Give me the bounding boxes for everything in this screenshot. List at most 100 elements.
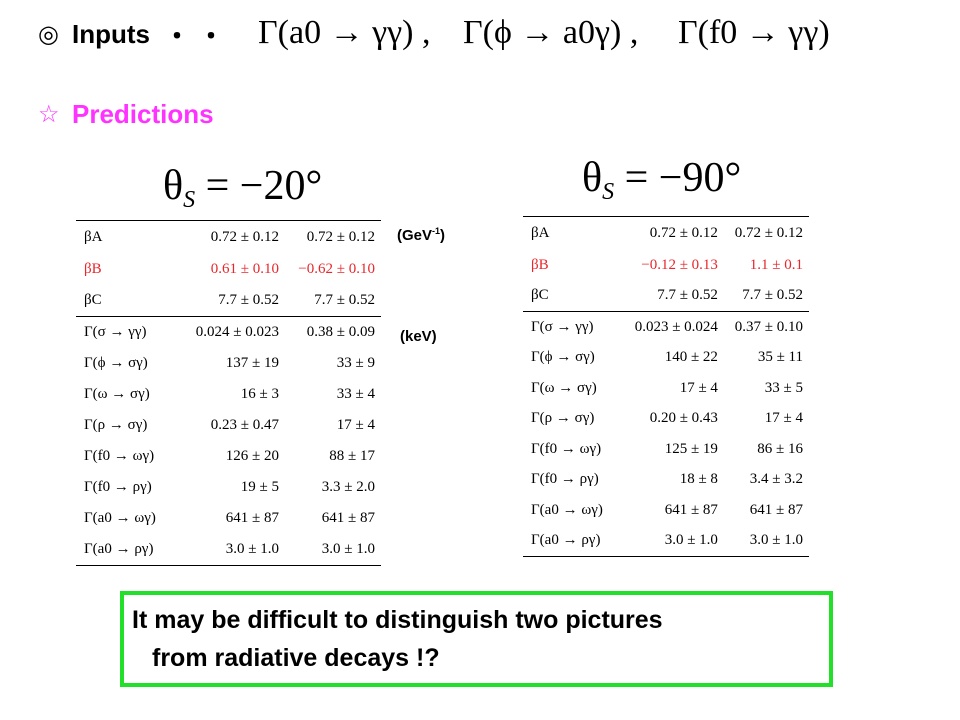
inputs-dots: ・・ xyxy=(164,20,233,51)
row-value-col1: 125 ± 19 xyxy=(664,440,718,457)
table-row: Γ(σ → γγ) 0.024 ± 0.023 0.38 ± 0.09 xyxy=(76,316,381,348)
table-row: βC 7.7 ± 0.52 7.7 ± 0.52 xyxy=(523,281,809,312)
theta-subscript: S xyxy=(183,187,196,213)
row-value-col2: 3.3 ± 2.0 xyxy=(321,479,375,495)
row-quantity: Γ(f0 → ργ) xyxy=(531,471,599,488)
row-value-col1: −0.12 ± 0.13 xyxy=(641,256,718,273)
row-value-col2: 88 ± 17 xyxy=(329,448,375,464)
unit-gev-text: (GeV xyxy=(397,227,433,244)
row-quantity: Γ(σ → γγ) xyxy=(523,311,623,343)
predictions-label: Predictions xyxy=(72,98,214,129)
row-value-col2: 7.7 ± 0.52 xyxy=(742,287,803,304)
row-value-col1: 18 ± 8 xyxy=(679,471,718,488)
row-value-col2: 0.37 ± 0.10 xyxy=(723,311,809,343)
table-row: Γ(f0 → ωγ) 126 ± 20 88 ± 17 xyxy=(76,441,381,472)
row-quantity: Γ(ρ → σγ) xyxy=(531,410,595,427)
conclusion-box: It may be difficult to distinguish two p… xyxy=(120,591,833,687)
row-quantity: βB xyxy=(531,256,549,273)
unit-label-kev: (keV) xyxy=(400,328,437,345)
table-row: Γ(a0 → ργ) 3.0 ± 1.0 3.0 ± 1.0 xyxy=(523,525,809,557)
table-row: βB 0.61 ± 0.10 −0.62 ± 0.10 xyxy=(76,254,381,285)
row-value-col1: 17 ± 4 xyxy=(679,379,718,396)
table-row: Γ(ω → σγ) 16 ± 3 33 ± 4 xyxy=(76,379,381,410)
row-quantity: Γ(ω → σγ) xyxy=(84,386,150,402)
row-value-col2: 33 ± 9 xyxy=(336,355,375,371)
row-quantity: Γ(ω → σγ) xyxy=(531,379,597,396)
row-value-col2: 7.7 ± 0.52 xyxy=(314,292,375,308)
row-value-col2: 641 ± 87 xyxy=(321,510,375,526)
row-value-col1: 0.024 ± 0.023 xyxy=(182,316,286,348)
theta-subscript: S xyxy=(602,179,615,205)
table-row: Γ(a0 → ωγ) 641 ± 87 641 ± 87 xyxy=(76,503,381,534)
row-value-col1: 7.7 ± 0.52 xyxy=(218,292,280,308)
row-quantity: βA xyxy=(523,216,623,250)
row-value-col1: 137 ± 19 xyxy=(225,355,280,371)
row-value-col1: 641 ± 87 xyxy=(225,510,280,526)
table-row: Γ(f0 → ωγ) 125 ± 19 86 ± 16 xyxy=(523,434,809,465)
theta-value: = −20° xyxy=(195,163,323,209)
row-value-col1: 126 ± 20 xyxy=(225,448,280,464)
row-quantity: βA xyxy=(76,220,182,254)
double-circle-icon: ◎ xyxy=(38,20,59,48)
unit-label-gev: (GeV-1) xyxy=(397,226,445,244)
input-formula-3: Γ(f0 → γγ) xyxy=(678,14,830,51)
row-value-col2: 3.4 ± 3.2 xyxy=(749,471,803,488)
table-row: Γ(ρ → σγ) 0.20 ± 0.43 17 ± 4 xyxy=(523,404,809,435)
input-formula-1: Γ(a0 → γγ) , xyxy=(258,14,431,51)
theta-value: = −90° xyxy=(614,155,742,201)
row-value-col1: 641 ± 87 xyxy=(664,501,718,518)
conclusion-line-2: from radiative decays !? xyxy=(152,644,440,672)
conclusion-line-1: It may be difficult to distinguish two p… xyxy=(132,606,663,634)
unit-gev-close: ) xyxy=(440,227,446,244)
table-row: Γ(f0 → ργ) 18 ± 8 3.4 ± 3.2 xyxy=(523,465,809,496)
row-value-col2: −0.62 ± 0.10 xyxy=(298,261,375,277)
row-quantity: Γ(f0 → ωγ) xyxy=(531,440,602,457)
row-quantity: βC xyxy=(84,292,102,308)
row-value-col2: 0.72 ± 0.12 xyxy=(723,216,809,250)
inputs-heading: ◎ Inputs ・・ xyxy=(38,14,232,54)
row-quantity: Γ(f0 → ωγ) xyxy=(84,448,155,464)
row-quantity: Γ(a0 → ργ) xyxy=(523,525,623,557)
row-value-col2: 0.38 ± 0.09 xyxy=(285,316,381,348)
row-value-col2: 3.0 ± 1.0 xyxy=(723,525,809,557)
row-quantity: Γ(a0 → ωγ) xyxy=(84,510,156,526)
row-value-col1: 0.61 ± 0.10 xyxy=(210,261,280,277)
row-value-col1: 3.0 ± 1.0 xyxy=(623,525,724,557)
row-value-col1: 0.023 ± 0.024 xyxy=(623,311,724,343)
row-value-col2: 17 ± 4 xyxy=(764,410,803,427)
row-value-col1: 0.23 ± 0.47 xyxy=(210,417,280,433)
table-row: Γ(σ → γγ) 0.023 ± 0.024 0.37 ± 0.10 xyxy=(523,311,809,343)
row-quantity: βC xyxy=(531,287,549,304)
predictions-table-right: βA 0.72 ± 0.12 0.72 ± 0.12 βB −0.12 ± 0.13 1.… xyxy=(523,216,809,557)
table-row: βA 0.72 ± 0.12 0.72 ± 0.12 xyxy=(523,216,809,250)
theta-heading-right: θS = −90° xyxy=(582,154,741,206)
row-value-col2: 35 ± 11 xyxy=(757,349,803,366)
row-value-col1: 0.72 ± 0.12 xyxy=(623,216,724,250)
table-row: Γ(a0 → ωγ) 641 ± 87 641 ± 87 xyxy=(523,495,809,526)
predictions-heading: ☆ Predictions xyxy=(38,96,214,132)
table-row: βA 0.72 ± 0.12 0.72 ± 0.12 xyxy=(76,220,381,254)
table-row: Γ(ω → σγ) 17 ± 4 33 ± 5 xyxy=(523,373,809,404)
row-value-col1: 140 ± 22 xyxy=(664,349,718,366)
table-row: βB −0.12 ± 0.13 1.1 ± 0.1 xyxy=(523,250,809,281)
row-quantity: Γ(ϕ → σγ) xyxy=(531,349,595,366)
row-value-col2: 33 ± 4 xyxy=(336,386,375,402)
row-value-col1: 0.20 ± 0.43 xyxy=(649,410,718,427)
row-quantity: Γ(a0 → ργ) xyxy=(76,534,182,566)
theta-heading-left: θS = −20° xyxy=(163,162,322,214)
row-quantity: βB xyxy=(84,261,102,277)
row-value-col1: 3.0 ± 1.0 xyxy=(182,534,286,566)
row-quantity: Γ(f0 → ργ) xyxy=(84,479,152,495)
row-value-col2: 17 ± 4 xyxy=(336,417,375,433)
unit-gev-exponent: -1 xyxy=(432,226,441,236)
table-row: Γ(ϕ → σγ) 137 ± 19 33 ± 9 xyxy=(76,348,381,379)
input-formula-2: Γ(ϕ → a0γ) , xyxy=(463,14,639,51)
row-quantity: Γ(ρ → σγ) xyxy=(84,417,148,433)
row-value-col2: 0.72 ± 0.12 xyxy=(285,220,381,254)
theta-symbol: θ xyxy=(163,163,184,209)
row-value-col1: 16 ± 3 xyxy=(240,386,280,402)
predictions-table-left: βA 0.72 ± 0.12 0.72 ± 0.12 βB 0.61 ± 0.10 −0.… xyxy=(76,220,381,566)
table-row: Γ(ρ → σγ) 0.23 ± 0.47 17 ± 4 xyxy=(76,410,381,441)
table-row: βC 7.7 ± 0.52 7.7 ± 0.52 xyxy=(76,285,381,317)
row-value-col2: 3.0 ± 1.0 xyxy=(285,534,381,566)
